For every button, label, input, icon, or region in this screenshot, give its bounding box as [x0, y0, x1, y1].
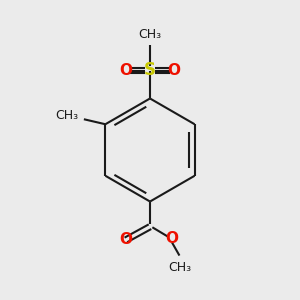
Text: O: O — [119, 63, 132, 78]
Text: CH₃: CH₃ — [138, 28, 162, 41]
Text: O: O — [168, 63, 181, 78]
Text: S: S — [144, 61, 156, 80]
Text: O: O — [166, 231, 178, 246]
Text: CH₃: CH₃ — [55, 109, 78, 122]
Text: O: O — [119, 232, 132, 247]
Text: CH₃: CH₃ — [168, 261, 191, 274]
